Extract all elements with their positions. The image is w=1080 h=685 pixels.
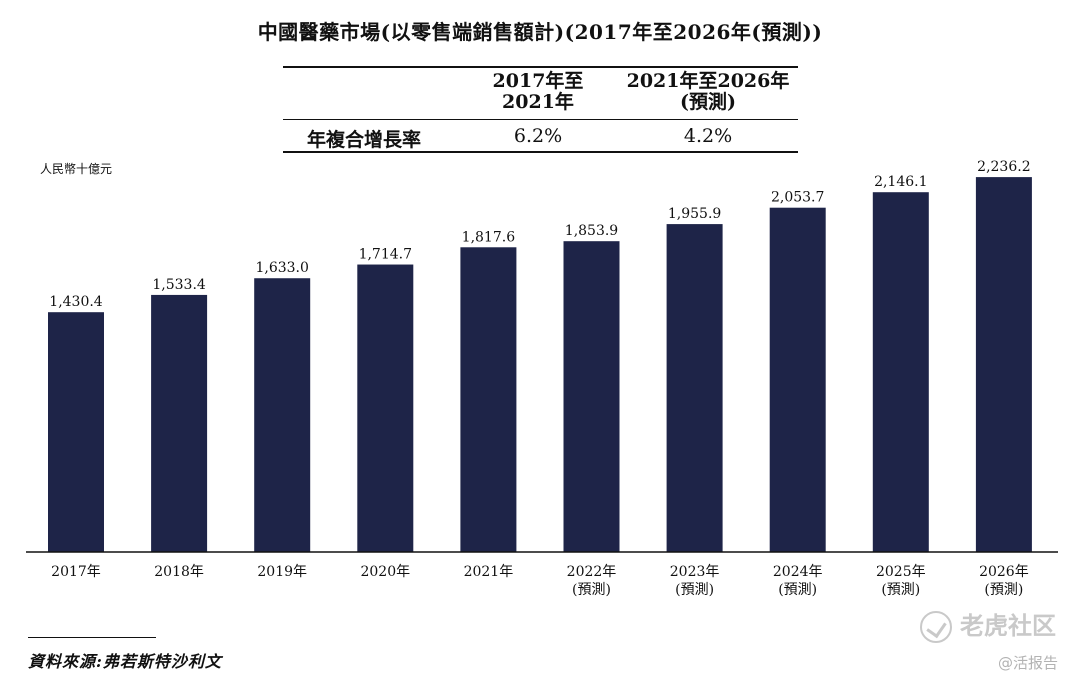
bar-2022年 — [563, 241, 620, 552]
bar-2019年 — [254, 278, 311, 552]
x-tick-note: (預測) — [675, 582, 714, 598]
bar-2021年 — [460, 247, 517, 552]
bar-2023年 — [666, 224, 723, 552]
x-tick-note: (預測) — [984, 582, 1023, 598]
tiger-logo-icon — [920, 611, 952, 643]
table-mid-rule — [283, 119, 798, 120]
source-note: 資料來源:弗若斯特沙利文 — [28, 652, 222, 671]
data-label: 2,146.1 — [874, 174, 927, 190]
bar-2025年 — [872, 192, 929, 552]
cagr-col2-value: 4.2% — [683, 125, 733, 147]
bar-2018年 — [151, 294, 208, 552]
table-bottom-rule — [283, 151, 798, 153]
x-tick-label: 2019年 — [257, 564, 307, 580]
data-label: 1,853.9 — [565, 223, 618, 239]
data-label: 1,533.4 — [152, 277, 206, 293]
watermark-brand-text: 老虎社区 — [960, 612, 1056, 640]
x-tick-note: (預測) — [778, 582, 817, 598]
cagr-row-label: 年複合增長率 — [307, 129, 422, 151]
watermark-account: @活报告 — [997, 654, 1058, 672]
x-tick-label: 2025年 — [876, 564, 926, 580]
x-tick-label: 2026年 — [979, 564, 1029, 580]
data-label: 1,633.0 — [255, 260, 308, 276]
data-label: 2,236.2 — [977, 159, 1030, 175]
x-tick-label: 2021年 — [464, 564, 514, 580]
x-tick-label: 2024年 — [773, 564, 823, 580]
cagr-col1-header: 2017年至 2021年 — [473, 71, 603, 113]
x-tick-note: (預測) — [572, 582, 611, 598]
bar-2024年 — [769, 207, 826, 552]
x-tick-label: 2018年 — [154, 564, 204, 580]
x-tick-label: 2022年 — [567, 564, 617, 580]
source-divider — [28, 637, 156, 638]
chart-title: 中國醫藥市場(以零售端銷售額計)(2017年至2026年(預測)) — [257, 20, 823, 44]
table-top-rule — [283, 66, 798, 68]
data-label: 1,817.6 — [462, 229, 516, 245]
data-label: 1,955.9 — [668, 206, 721, 222]
x-tick-label: 2017年 — [51, 564, 101, 580]
data-label: 1,714.7 — [359, 247, 412, 263]
cagr-col1-value: 6.2% — [513, 125, 563, 147]
cagr-col2-header-line1: 2021年至2026年 — [626, 70, 790, 92]
data-label: 2,053.7 — [771, 190, 824, 206]
cagr-col1-header-line1: 2017年至 — [492, 70, 584, 92]
bar-2026年 — [975, 177, 1032, 552]
bar-2017年 — [48, 312, 104, 552]
y-axis-unit-label: 人民幣十億元 — [40, 162, 113, 176]
x-tick-note: (預測) — [881, 582, 920, 598]
cagr-col1-header-line2: 2021年 — [502, 91, 574, 113]
x-tick-label: 2023年 — [670, 564, 720, 580]
x-tick-label: 2020年 — [360, 564, 410, 580]
watermark-brand: 老虎社区 — [920, 606, 1056, 643]
bar-2020年 — [357, 264, 414, 552]
cagr-col2-header-line2: (預測) — [680, 91, 736, 113]
cagr-col2-header: 2021年至2026年 (預測) — [618, 71, 798, 113]
data-label: 1,430.4 — [49, 294, 103, 310]
